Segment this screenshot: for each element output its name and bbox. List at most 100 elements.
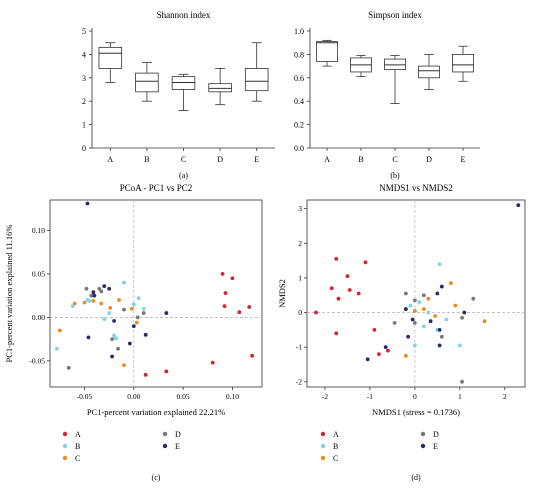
legend-label: A [75,430,81,439]
x-tick-label: 0.10 [226,392,239,401]
y-tick-label: -1 [296,343,302,352]
point-E [403,307,408,311]
panel-a-shannon-boxplot: Shannon index 0 1 2 3 4 5 A B C D E (a) [82,10,275,180]
box-iqr [316,41,338,62]
x-tick-label: A [324,155,330,164]
x-axis-label: NMDS1 (stress = 0.1736) [372,407,460,417]
point-B [122,280,126,285]
box-iqr [384,58,406,71]
point-A [345,274,350,279]
x-tick-label: B [144,155,149,164]
point-C [433,314,438,318]
point-E [462,310,467,315]
point-A [143,372,148,377]
series-B [55,280,146,351]
legend-item-C: C [62,454,80,463]
point-C [91,298,96,303]
box-C [384,55,406,104]
legend-label: B [75,442,80,451]
y-tick-label: 3 [82,74,86,83]
legend-item-A: A [320,430,339,439]
legend-marker [62,431,68,437]
box-B [350,55,372,78]
x-tick-label: 0 [413,392,417,401]
series-E [85,201,169,359]
legend-marker [320,455,326,461]
point-A [377,352,381,357]
point-B [426,310,431,315]
y-tick-label: 0.8 [294,50,304,59]
point-D [412,321,417,325]
point-A [363,260,368,265]
series-D [392,291,476,384]
box-iqr [452,54,474,73]
panel-c-pcoa-scatter: PCoA - PC1 vs PC2 -0.05 0.00 0.05 0.10 0.10 0.… [4,183,263,482]
chart-title: Simpson index [368,10,422,20]
point-E [439,284,444,289]
point-A [334,256,339,261]
point-E [102,284,107,289]
legend-label: C [333,454,338,463]
point-C [99,301,104,306]
point-B [141,306,146,311]
point-B [444,317,449,322]
legend-marker [420,443,426,449]
y-tick-label: 3 [298,204,302,213]
point-C [482,319,487,324]
y-tick-label: 0.4 [294,97,304,106]
legend-label: A [333,430,339,439]
x-tick-label: E [461,155,466,164]
series-E [365,203,521,362]
point-C [108,305,113,310]
point-D [66,365,71,370]
box-iqr [98,46,123,69]
point-C [57,328,62,333]
point-D [116,346,120,351]
x-tick-label: 1 [458,392,462,401]
legend-label: C [75,454,80,463]
x-tick-label: C [181,155,186,164]
point-B [114,336,118,341]
y-tick-label: 1 [82,121,86,130]
point-E [143,332,148,337]
y-tick-label: 0.0 [294,144,304,153]
series-A [143,272,255,377]
point-B [112,333,116,338]
point-B [87,298,92,303]
point-B [421,324,426,329]
legend-label: D [433,430,439,439]
box-A [98,42,123,83]
point-A [222,304,227,309]
legend-item-A: A [62,430,81,439]
point-C [129,306,134,311]
y-tick-label: 0.00 [32,313,45,322]
panel-b-simpson-boxplot: Simpson index 0.0 0.2 0.4 0.6 0.8 1.0 A B C D E (b) [294,10,480,180]
panel-label: (a) [179,171,188,180]
point-E [406,334,411,339]
y-tick-label: 0.10 [32,226,45,235]
y-axis-label: PC1-percent variation explained 11.16% [4,224,14,362]
y-tick-label: 1 [298,273,302,282]
point-A [230,276,235,281]
point-A [336,296,341,301]
box-iqr [244,68,269,92]
point-D [110,337,115,342]
box-iqr [135,72,159,93]
legend-item-B: B [62,442,80,451]
x-tick-label: B [358,155,363,164]
x-tick-label: 2 [503,392,507,401]
panel-label: (c) [152,473,161,482]
chart-title: PCoA - PC1 vs PC2 [120,183,193,193]
legend-item-D: D [420,430,439,439]
y-tick-label: 0 [82,144,86,153]
point-A [210,360,215,365]
point-E [437,327,442,332]
box-D [418,54,440,90]
point-A [220,272,225,276]
legend-label: E [433,442,438,451]
point-C [448,281,453,286]
point-E [410,317,415,322]
point-E [435,291,440,296]
legend-label: D [175,430,181,439]
point-E [107,286,112,291]
